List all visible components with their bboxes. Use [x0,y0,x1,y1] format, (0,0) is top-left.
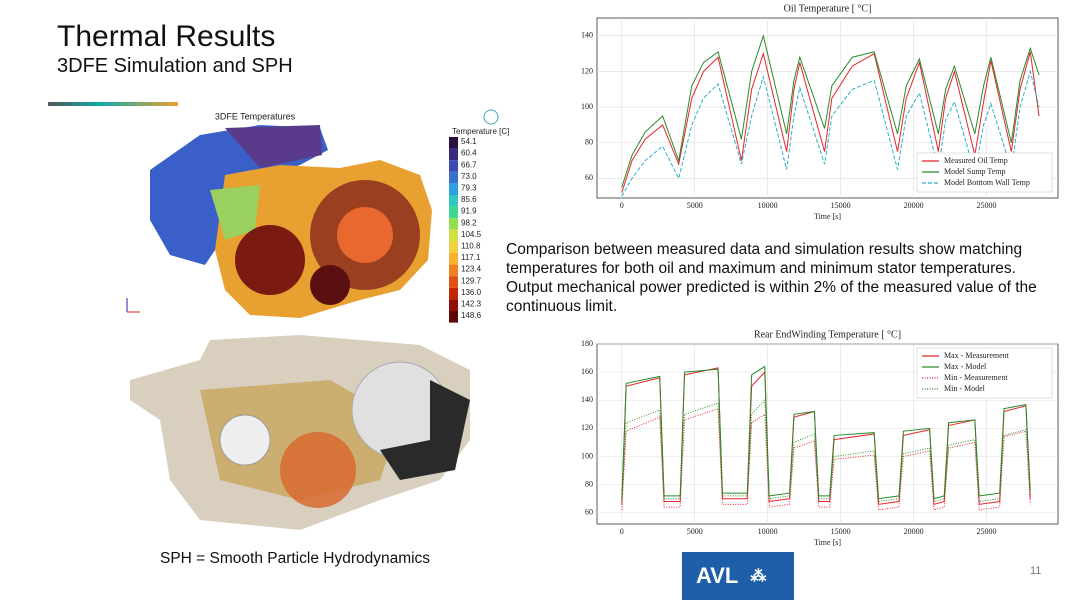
marker-icon [483,109,499,125]
colorbar-label: 54.1 [461,137,477,146]
colorbar-cell [449,218,458,230]
series-line [621,408,1031,511]
legend-label: Measured Oil Temp [944,156,1008,165]
colorbar-label: 60.4 [461,149,477,158]
colorbar-label: 104.5 [461,230,482,239]
colorbar-cell [449,253,458,265]
legend-label: Min - Model [944,384,986,393]
y-tick-label: 180 [581,339,593,348]
legend-label: Model Sump Temp [944,167,1006,176]
x-tick-label: 15000 [831,527,851,536]
colorbar-label: 117.1 [461,253,481,262]
colorbar-label: 129.7 [461,276,482,285]
x-tick-label: 20000 [904,201,924,210]
x-tick-label: 5000 [687,527,703,536]
y-tick-label: 60 [585,508,593,517]
x-tick-label: 20000 [904,527,924,536]
legend-box [916,347,1053,399]
sph-image [130,335,470,530]
slide-subtitle: 3DFE Simulation and SPH [57,55,293,77]
x-axis-label: Time [s] [814,538,841,547]
y-tick-label: 100 [581,451,593,460]
colorbar-cell [449,195,458,207]
x-tick-label: 0 [620,201,624,210]
colorbar-label: 98.2 [461,218,477,227]
x-axis-label: Time [s] [814,212,841,221]
accent-bar [48,102,178,106]
x-tick-label: 0 [620,527,624,536]
colorbar-label: 110.8 [461,242,481,251]
x-tick-label: 25000 [977,201,997,210]
y-tick-label: 60 [585,173,593,182]
slide-title: Thermal Results [57,20,276,53]
colorbar-cell [449,287,458,300]
colorbar-cell [449,206,458,219]
x-tick-label: 25000 [977,527,997,536]
series-line [621,365,1031,500]
y-tick-label: 80 [585,138,593,147]
fe-image [150,125,432,318]
colorbar-title: Temperature [C] [452,127,509,136]
x-tick-label: 10000 [758,201,778,210]
y-tick-label: 100 [581,102,593,111]
legend-label: Max - Measurement [944,351,1010,360]
colorbar-label: 73.0 [461,172,477,181]
legend-box [916,152,1053,193]
colorbar-cell [449,276,458,288]
colorbar-cell [449,229,458,242]
logo-icon: ⁂ [750,568,767,585]
colorbar-label: 136.0 [461,288,482,297]
colorbar-cell [449,311,458,323]
description: Comparison between measured data and sim… [506,241,1037,315]
colorbar-cell [449,241,458,253]
colorbar-cell [449,148,458,161]
colorbar-label: 66.7 [461,160,477,169]
legend-label: Model Botttom Wall Temp [944,178,1030,187]
colorbar-cell [449,299,458,311]
y-tick-label: 160 [581,367,593,376]
y-tick-label: 140 [581,395,593,404]
colorbar-label: 123.4 [461,265,482,274]
x-tick-label: 15000 [831,201,851,210]
colorbar-label: 148.6 [461,311,482,320]
colorbar-label: 91.9 [461,207,477,216]
colorbar-cell [449,137,458,149]
colorbar-label: 85.6 [461,195,477,204]
axis-triad [126,298,140,313]
page-number: 11 [1030,565,1042,577]
logo-text: AVL [696,563,739,588]
colorbar-cell [449,160,458,172]
chart-title: Oil Temperature [ °C] [784,3,872,14]
colorbar-cell [449,183,458,195]
series-line [621,69,1040,197]
colorbar-cell [449,264,458,277]
chart-title: Rear EndWinding Temperature [ °C] [754,329,901,340]
logo: AVL ⁂ [682,552,794,600]
x-tick-label: 5000 [687,201,703,210]
x-tick-label: 10000 [758,527,778,536]
series-line [621,51,1040,193]
sph-caption: SPH = Smooth Particle Hydrodynamics [160,550,431,567]
colorbar-label: 79.3 [461,184,477,193]
y-tick-label: 120 [581,66,593,75]
colorbar-cell [449,171,458,184]
y-tick-label: 120 [581,423,593,432]
y-tick-label: 140 [581,31,593,40]
y-tick-label: 80 [585,479,593,488]
legend-label: Min - Measurement [944,373,1008,382]
legend-label: Max - Model [944,362,987,371]
series-line [621,399,1031,503]
colorbar-label: 142.3 [461,300,482,309]
fe-title: 3DFE Temperatures [215,111,296,121]
series-line [621,33,1040,188]
